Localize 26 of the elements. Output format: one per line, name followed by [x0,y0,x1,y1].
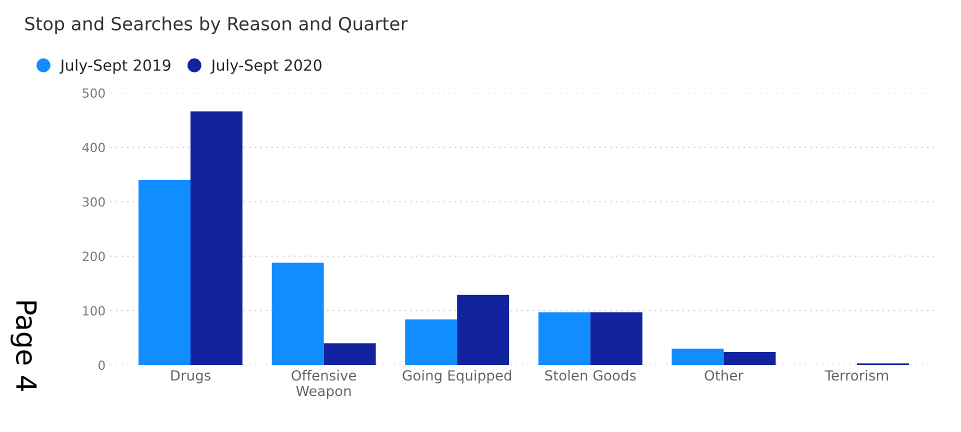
x-tick-label: Offensive Weapon [292,370,356,399]
bar [538,312,590,366]
y-tick-label: 300 [82,197,105,207]
bar [672,348,724,366]
bar [138,180,190,366]
y-tick-label: 500 [82,88,105,98]
x-tick-label: Stolen Goods [545,370,636,381]
y-tick-label: 100 [83,306,105,316]
y-tick-label: 0 [98,360,105,370]
bar [405,319,458,366]
bar [272,262,324,366]
bar [457,294,510,366]
chart-title: Stop and Searches by Reason and Quarter [25,16,408,34]
x-tick-label: Drugs [171,370,210,384]
bar [590,312,642,366]
y-tick-label: 400 [82,142,105,152]
x-tick-label: Other [704,370,744,381]
bar [324,343,376,366]
y-tick-label: 200 [82,252,105,262]
x-tick-label: Going Equipped [402,370,512,384]
legend-label: July-Sept 2019 [59,59,170,74]
x-tick-label: Terrorism [824,370,888,381]
text: Page 4 [10,301,37,391]
bar [190,111,242,366]
bar [724,352,776,366]
legend-label: July-Sept 2020 [210,59,322,74]
